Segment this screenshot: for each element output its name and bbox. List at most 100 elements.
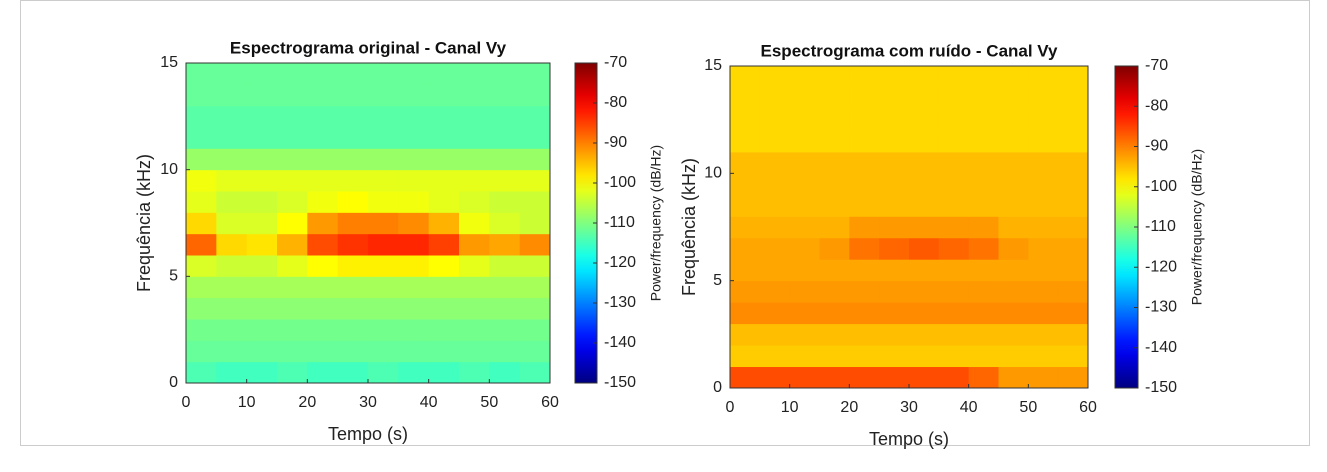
cell: [398, 212, 430, 235]
cell: [307, 148, 339, 171]
cell: [909, 173, 940, 196]
cell: [730, 345, 761, 368]
cell: [337, 127, 369, 149]
cell: [849, 151, 880, 174]
cell: [398, 127, 430, 149]
colorbar-tick-label: -120: [1145, 258, 1177, 275]
cell: [819, 259, 850, 282]
cell: [819, 345, 850, 368]
cell: [428, 340, 460, 363]
cell: [246, 169, 278, 192]
colorbar-tick-label: -120: [604, 254, 636, 271]
cell: [819, 87, 850, 110]
cell: [938, 345, 970, 368]
cell: [1058, 323, 1089, 346]
x-tick-label: 60: [541, 394, 559, 411]
cell: [968, 259, 999, 282]
cell: [879, 323, 910, 346]
colorbar-tick-label: -130: [604, 294, 636, 311]
cell: [307, 319, 339, 341]
cell: [246, 212, 278, 235]
cell: [730, 366, 761, 389]
cell: [368, 361, 399, 384]
cell: [879, 237, 910, 260]
cell: [307, 276, 339, 299]
cell: [337, 340, 369, 363]
cell: [789, 345, 820, 368]
cell: [428, 319, 460, 341]
cell: [428, 127, 460, 149]
cell: [819, 66, 850, 88]
cell: [186, 233, 217, 256]
cell: [789, 323, 820, 346]
colorbar-tick-label: -110: [1145, 218, 1176, 235]
cell: [789, 280, 820, 303]
cell: [998, 366, 1029, 389]
cell: [759, 194, 791, 217]
cell: [759, 108, 791, 131]
cell: [879, 194, 910, 217]
cell: [938, 87, 970, 110]
cell: [398, 84, 430, 107]
cell: [759, 130, 791, 153]
x-axis-label: Tempo (s): [328, 424, 408, 444]
cell: [849, 345, 880, 368]
colorbar-tick-label: -100: [604, 174, 636, 191]
cell: [1058, 66, 1089, 88]
cell: [459, 297, 490, 320]
cell: [519, 276, 551, 299]
x-tick-label: 60: [1079, 399, 1097, 416]
cell: [730, 66, 761, 88]
colorbar-tick-label: -80: [604, 94, 627, 111]
cell: [909, 366, 940, 389]
cell: [819, 237, 850, 260]
cell: [998, 280, 1029, 303]
cell: [1028, 151, 1059, 174]
cell: [459, 212, 490, 235]
cell: [879, 280, 910, 303]
cell: [909, 66, 940, 88]
cell: [879, 173, 910, 196]
cell: [489, 319, 521, 341]
cell: [186, 340, 217, 363]
cell: [459, 84, 490, 107]
cell: [489, 105, 521, 128]
y-axis-label: Frequência (kHz): [679, 158, 699, 296]
cell: [459, 319, 490, 341]
cell: [307, 361, 339, 384]
cell: [216, 233, 248, 256]
cell: [1058, 345, 1089, 368]
cell: [459, 148, 490, 171]
cell: [368, 84, 399, 107]
cell: [998, 216, 1029, 239]
cell: [368, 319, 399, 341]
cell: [938, 259, 970, 282]
cell: [968, 323, 999, 346]
cell: [968, 345, 999, 368]
cell: [519, 340, 551, 363]
cell: [759, 259, 791, 282]
cell: [216, 63, 248, 85]
chart-title: Espectrograma com ruído - Canal Vy: [761, 41, 1058, 60]
cell: [489, 127, 521, 149]
cell: [398, 297, 430, 320]
cell: [968, 216, 999, 239]
cell: [277, 105, 308, 128]
cell: [879, 366, 910, 389]
cell: [938, 366, 970, 389]
colorbar-tick-label: -140: [1145, 339, 1177, 356]
cell: [938, 280, 970, 303]
cell: [428, 148, 460, 171]
cell: [337, 361, 369, 384]
cell: [216, 212, 248, 235]
cell: [968, 87, 999, 110]
colorbar-tick-label: -130: [1145, 299, 1177, 316]
cell: [730, 216, 761, 239]
cell: [1058, 194, 1089, 217]
cell: [968, 366, 999, 389]
cell: [459, 127, 490, 149]
cell: [489, 340, 521, 363]
cell: [519, 212, 551, 235]
cell: [730, 87, 761, 110]
colorbar-tick-label: -140: [604, 334, 636, 351]
